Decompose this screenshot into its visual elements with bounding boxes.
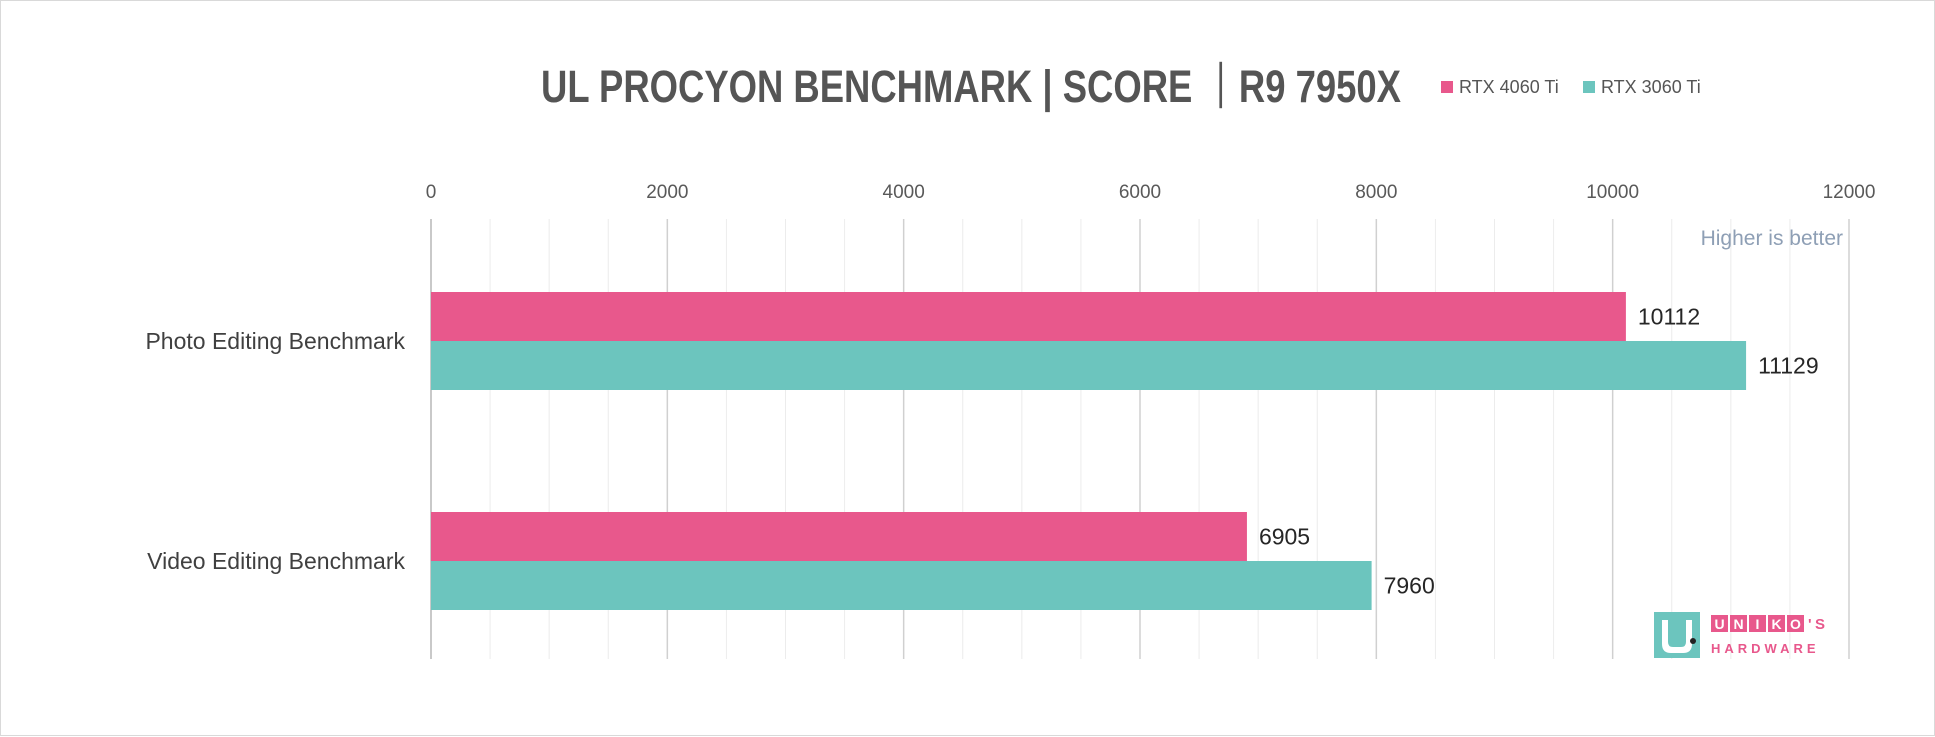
higher-is-better-note: Higher is better: [1701, 227, 1843, 250]
bar: [431, 292, 1626, 341]
watermark-letter: N: [1733, 616, 1743, 632]
legend-swatch: [1441, 81, 1453, 93]
x-tick-label: 4000: [883, 182, 925, 203]
data-label: 6905: [1259, 524, 1310, 550]
watermark-letter: O: [1790, 616, 1801, 632]
legend-label: RTX 4060 Ti: [1459, 77, 1559, 97]
watermark-letter: K: [1771, 616, 1781, 632]
legend-label: RTX 3060 Ti: [1601, 77, 1701, 97]
chart-title: UL PROCYON BENCHMARK | SCORE ｜R9 7950X: [541, 61, 1401, 113]
data-label: 7960: [1384, 573, 1435, 599]
x-tick-label: 12000: [1823, 182, 1876, 203]
watermark-letter: ': [1808, 616, 1812, 633]
watermark-letter-box: [1711, 615, 1728, 632]
x-tick-label: 2000: [646, 182, 688, 203]
watermark-letter: U: [1714, 616, 1724, 632]
x-tick-label: 10000: [1586, 182, 1639, 203]
labels: 0 2000 4000 6000 8000 10000 12000 Photo Editing…: [145, 77, 1875, 599]
data-label: 11129: [1758, 353, 1819, 379]
category-label: Photo Editing Benchmark: [145, 328, 405, 354]
watermark-line2: HARDWARE: [1711, 641, 1820, 656]
legend-swatch: [1583, 81, 1595, 93]
category-label: Video Editing Benchmark: [147, 548, 405, 574]
watermark-logo-eye: [1690, 638, 1696, 644]
watermark-letter: I: [1756, 616, 1760, 632]
data-label: 10112: [1638, 304, 1700, 330]
watermark-letter-box: [1749, 615, 1766, 632]
x-tick-label: 0: [426, 182, 437, 203]
bars: [431, 292, 1747, 610]
x-tick-label: 6000: [1119, 182, 1161, 203]
bar: [431, 341, 1747, 390]
x-tick-label: 8000: [1355, 182, 1397, 203]
watermark-line1: U N I K O ' S: [1711, 615, 1825, 633]
bar: [431, 561, 1372, 610]
watermark-letter-box: [1768, 615, 1785, 632]
watermark-logo: U N I K O ' S HARDWARE: [1654, 612, 1825, 658]
bar: [431, 512, 1247, 561]
watermark-letter: S: [1815, 616, 1825, 633]
watermark-letter-box: [1730, 615, 1747, 632]
watermark-logo-glyph: [1662, 620, 1692, 653]
watermark-letter-box: [1787, 615, 1804, 632]
